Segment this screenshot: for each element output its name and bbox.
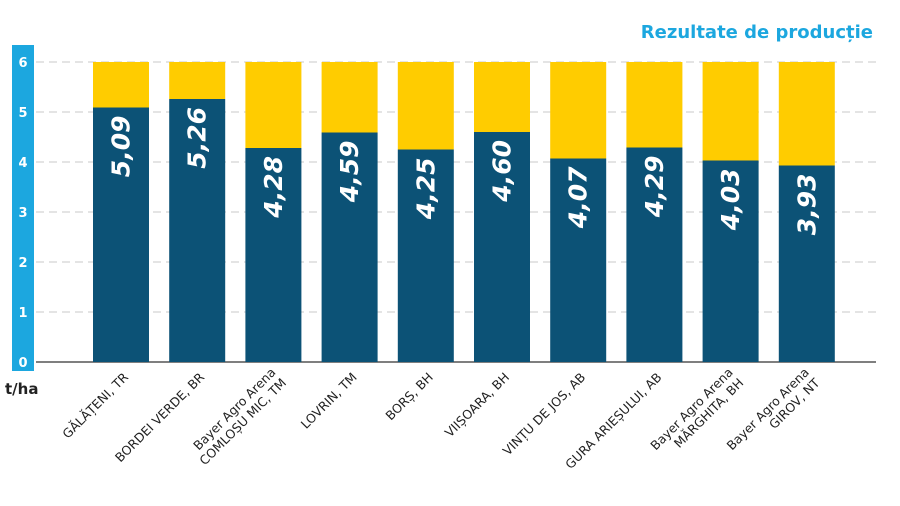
y-tick-label: 5: [18, 106, 27, 121]
bar-value-label: 4,07: [564, 166, 593, 229]
bar-remainder: [321, 62, 378, 133]
bar-value: [778, 165, 835, 362]
chart-title: Rezultate de producție: [640, 22, 873, 43]
bar-remainder: [474, 62, 530, 132]
bar-value-label: 4,29: [640, 156, 669, 219]
bar-value: [169, 99, 226, 362]
bar-remainder: [778, 62, 835, 166]
x-tick-label: LOVRIN, TM: [298, 370, 360, 432]
y-axis-unit-label: t/ha: [5, 380, 39, 398]
bar-value-label: 4,25: [411, 158, 440, 221]
bar-remainder: [169, 62, 226, 99]
bar-value: [321, 132, 378, 362]
x-tick-label-line: VIIȘOARA, BH: [442, 370, 512, 440]
bar-value-label: 4,59: [335, 141, 364, 204]
bar-remainder: [702, 62, 759, 161]
bar-value-label: 4,03: [716, 169, 745, 232]
bar-value: [550, 158, 607, 362]
bar-value: [245, 148, 302, 362]
y-tick-label: 6: [18, 56, 27, 71]
bar-remainder: [245, 62, 302, 148]
bar-value: [626, 147, 683, 362]
y-tick-label: 1: [18, 306, 27, 321]
x-tick-label: VIIȘOARA, BH: [442, 370, 512, 440]
bar-value: [93, 107, 149, 362]
bar-value-label: 5,26: [183, 107, 212, 169]
y-tick-label: 0: [18, 356, 27, 371]
x-tick-label-line: GĂLĂȚENI, TR: [59, 369, 131, 441]
bar-remainder: [397, 62, 454, 150]
bar-value-label: 4,28: [259, 156, 288, 219]
bar-value-label: 3,93: [792, 174, 821, 236]
bar-remainder: [93, 62, 149, 108]
x-tick-label-line: LOVRIN, TM: [298, 370, 360, 432]
x-tick-label-line: VINȚU DE JOS, AB: [500, 370, 589, 459]
y-axis-strip: [12, 45, 34, 371]
x-tick-label: BORȘ, BH: [382, 370, 436, 424]
bar-value: [474, 132, 530, 362]
x-tick-label-line: BORȘ, BH: [382, 370, 436, 424]
y-tick-label: 2: [18, 256, 27, 271]
x-tick-label: VINȚU DE JOS, AB: [500, 370, 589, 459]
bar-value: [397, 149, 454, 362]
bar-remainder: [550, 62, 607, 159]
bar-value-label: 5,09: [107, 116, 136, 178]
y-tick-label: 4: [18, 156, 27, 171]
y-tick-label: 3: [18, 206, 27, 221]
x-tick-label: GĂLĂȚENI, TR: [59, 369, 131, 441]
bar-value-label: 4,60: [488, 140, 517, 203]
bar-value: [702, 160, 759, 362]
bar-remainder: [626, 62, 683, 148]
